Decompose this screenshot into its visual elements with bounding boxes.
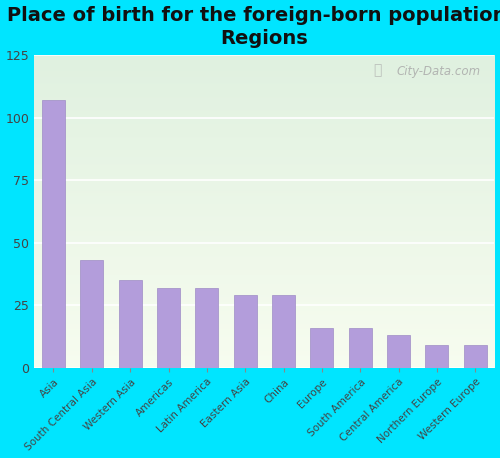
Bar <box>118 280 142 368</box>
Bar <box>42 100 65 368</box>
Bar <box>387 335 410 368</box>
Bar <box>348 327 372 368</box>
Bar <box>157 288 180 368</box>
Text: ⓘ: ⓘ <box>374 63 382 77</box>
Bar <box>80 260 104 368</box>
Bar <box>196 288 218 368</box>
Bar <box>464 345 487 368</box>
Bar <box>234 295 256 368</box>
Bar <box>310 327 334 368</box>
Bar <box>426 345 448 368</box>
Bar <box>272 295 295 368</box>
Text: City-Data.com: City-Data.com <box>396 65 480 77</box>
Title: Place of birth for the foreign-born population -
Regions: Place of birth for the foreign-born popu… <box>7 5 500 48</box>
